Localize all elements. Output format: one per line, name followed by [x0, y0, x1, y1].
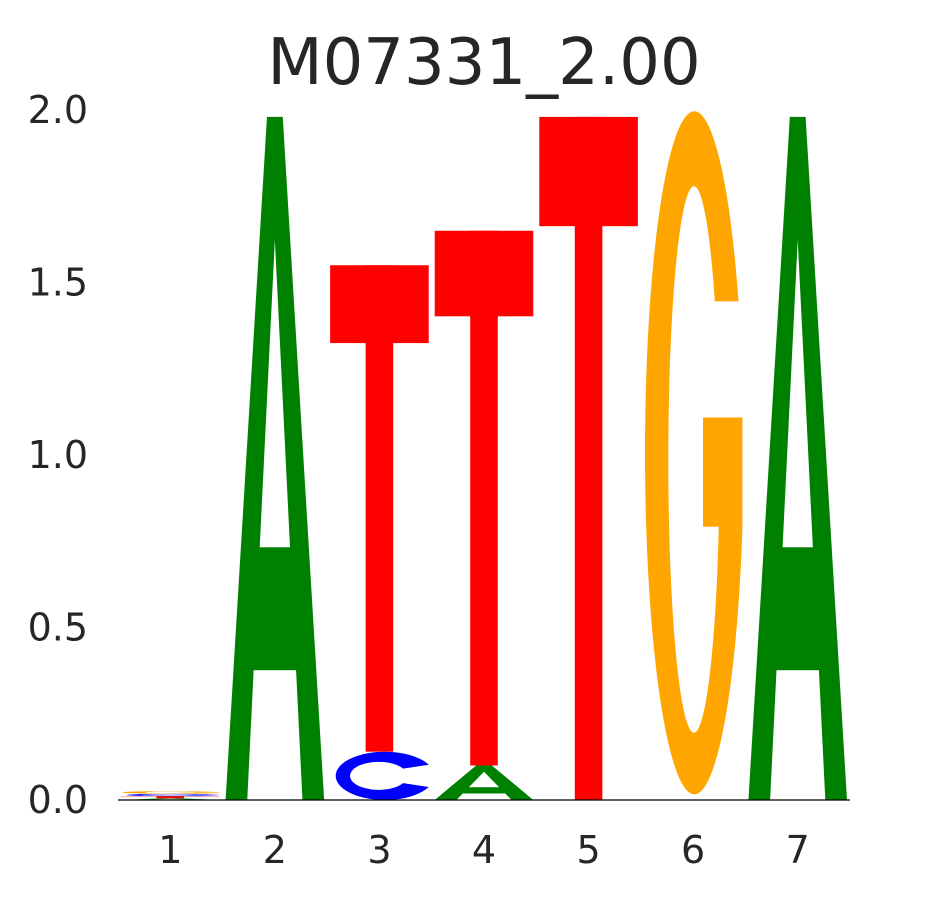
- x-tick-label: 6: [681, 828, 705, 872]
- logo-letter-T-pos-5: [539, 116, 638, 800]
- logo-letter-A-pos-7: [748, 116, 847, 800]
- x-tick-label: 3: [367, 828, 391, 872]
- logo-letter-C-pos-3: [335, 751, 429, 800]
- logo-letter-T-pos-1: [121, 796, 220, 799]
- x-tick-label: 4: [472, 828, 496, 872]
- x-tick-label: 1: [158, 828, 182, 872]
- logo-letter-G-pos-1: [122, 791, 220, 794]
- logo-letter-G-pos-6: [645, 111, 743, 795]
- x-tick-label: 2: [263, 828, 287, 872]
- logo-stacks: [121, 111, 847, 800]
- logo-letter-T-pos-4: [434, 230, 534, 766]
- x-tick-label: 5: [576, 828, 600, 872]
- y-tick-label: 1.0: [28, 433, 88, 477]
- y-axis: 0.0 0.5 1.0 1.5 2.0: [28, 88, 88, 822]
- logo-letter-A-pos-4: [434, 765, 534, 800]
- y-tick-label: 0.0: [28, 778, 88, 822]
- logo-letter-C-pos-1: [126, 793, 220, 797]
- chart-title: M07331_2.00: [267, 26, 700, 100]
- y-tick-label: 0.5: [28, 606, 88, 650]
- logo-letter-A-pos-2: [225, 116, 325, 800]
- logo-letter-T-pos-3: [330, 265, 429, 752]
- y-tick-label: 1.5: [28, 261, 88, 305]
- x-tick-label: 7: [786, 828, 810, 872]
- y-tick-label: 2.0: [28, 88, 88, 132]
- x-axis: 1 2 3 4 5 6 7: [158, 828, 810, 872]
